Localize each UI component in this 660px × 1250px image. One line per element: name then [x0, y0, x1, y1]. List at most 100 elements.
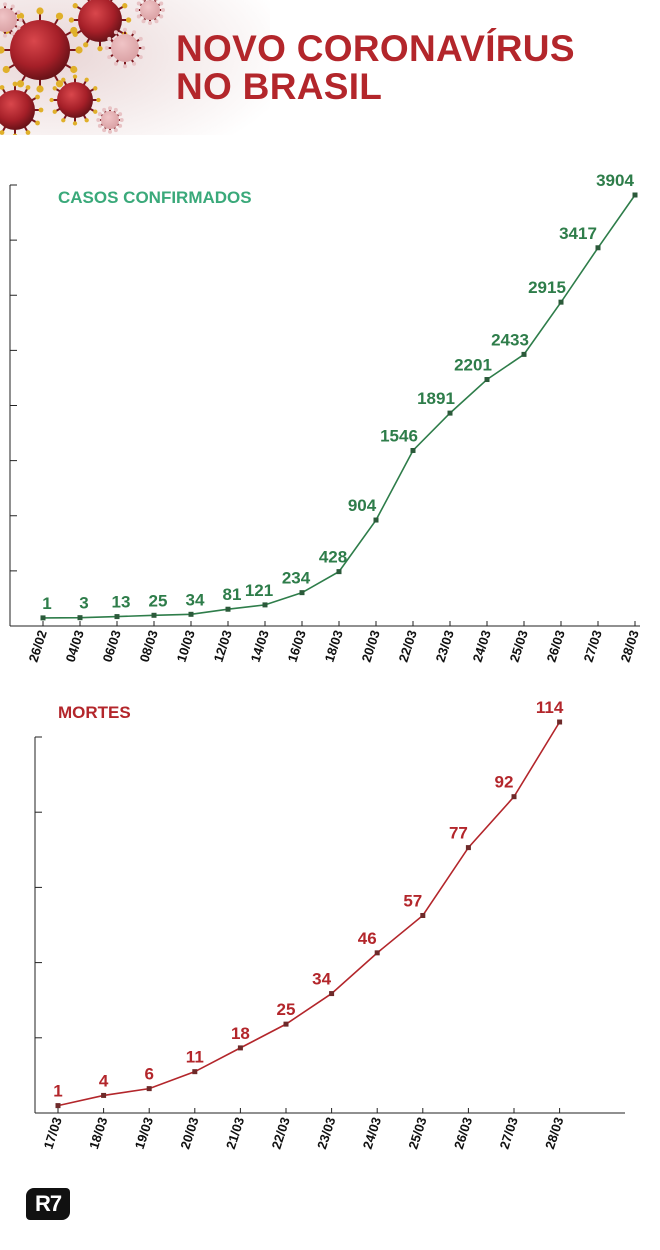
x-tick-label: 24/03 — [470, 628, 494, 664]
x-tick-label: 18/03 — [322, 628, 346, 664]
confirmed-cases-chart-svg: CASOS CONFIRMADOS 1 26/02 3 04/03 13 06/03 25 08… — [9, 171, 642, 664]
x-tick-label: 26/03 — [451, 1115, 475, 1151]
data-label: 428 — [319, 548, 347, 567]
x-tick-label: 21/03 — [223, 1115, 247, 1151]
x-tick-label: 22/03 — [269, 1115, 293, 1151]
data-point — [465, 845, 471, 851]
data-point — [283, 1021, 289, 1027]
r7-logo: R7 — [26, 1188, 70, 1220]
data-label: 1546 — [380, 426, 418, 445]
deaths-chart-svg: MORTES 1 17/03 4 18/03 6 19/03 11 20/03 18 21/03 25… — [34, 698, 625, 1151]
data-label: 81 — [223, 585, 242, 604]
data-label: 2433 — [491, 330, 529, 349]
data-point — [558, 299, 564, 305]
data-point — [410, 447, 416, 453]
data-point — [632, 192, 638, 198]
data-point — [237, 1045, 243, 1051]
chart-title: MORTES — [58, 703, 131, 722]
chart-title: CASOS CONFIRMADOS — [58, 188, 252, 207]
data-label: 3417 — [559, 224, 597, 243]
x-tick-label: 25/03 — [405, 1115, 429, 1151]
virus-particle — [0, 81, 44, 135]
data-label: 6 — [144, 1065, 153, 1084]
data-point — [188, 611, 194, 617]
x-tick-label: 27/03 — [497, 1115, 521, 1151]
data-label: 18 — [231, 1024, 250, 1043]
data-label: 34 — [312, 970, 331, 989]
data-label: 2201 — [454, 356, 492, 375]
x-tick-label: 20/03 — [177, 1115, 201, 1151]
x-tick-label: 23/03 — [433, 628, 457, 664]
virus-particle — [0, 2, 23, 38]
data-point — [40, 615, 46, 621]
data-point — [146, 1086, 152, 1092]
data-label: 3904 — [596, 171, 634, 190]
virus-particle — [96, 106, 124, 134]
title-line-1: NOVO CORONAVÍRUS — [176, 28, 575, 69]
virus-particle — [104, 27, 146, 69]
x-tick-label: 16/03 — [285, 628, 309, 664]
x-tick-label: 04/03 — [63, 628, 87, 664]
data-point — [299, 590, 305, 596]
data-label: 34 — [186, 590, 205, 609]
x-tick-label: 12/03 — [211, 628, 235, 664]
x-tick-label: 28/03 — [618, 628, 642, 664]
data-label: 46 — [358, 929, 377, 948]
virus-particle — [49, 74, 101, 126]
page-title: NOVO CORONAVÍRUS NO BRASIL — [176, 30, 575, 106]
x-tick-label: 20/03 — [359, 628, 383, 664]
data-label: 1891 — [417, 389, 455, 408]
data-label: 1 — [53, 1082, 62, 1101]
x-tick-label: 17/03 — [41, 1115, 65, 1151]
data-label: 1 — [42, 594, 51, 613]
title-line-2: NO BRASIL — [176, 66, 383, 107]
data-point — [336, 569, 342, 575]
series-line — [57, 721, 561, 1107]
data-point — [521, 351, 527, 357]
x-tick-label: 26/03 — [544, 628, 568, 664]
x-tick-label: 18/03 — [86, 1115, 110, 1151]
x-tick-label: 14/03 — [248, 628, 272, 664]
x-tick-label: 19/03 — [132, 1115, 156, 1151]
data-label: 3 — [79, 594, 88, 613]
data-label: 234 — [282, 569, 311, 588]
data-point — [101, 1092, 107, 1098]
data-label: 25 — [277, 1000, 296, 1019]
x-tick-label: 23/03 — [314, 1115, 338, 1151]
data-point — [77, 615, 83, 621]
data-point — [114, 614, 120, 620]
data-point — [447, 410, 453, 416]
confirmed-cases-chart: CASOS CONFIRMADOS 1 26/02 3 04/03 13 06/03 25 08… — [0, 160, 660, 690]
x-tick-label: 22/03 — [396, 628, 420, 664]
data-label: 4 — [99, 1071, 109, 1090]
data-label: 13 — [112, 593, 131, 612]
data-label: 114 — [536, 698, 564, 717]
x-tick-label: 28/03 — [542, 1115, 566, 1151]
x-tick-label: 06/03 — [100, 628, 124, 664]
x-tick-label: 26/02 — [26, 628, 50, 664]
data-point — [420, 913, 426, 918]
data-point — [595, 245, 601, 251]
data-label: 2915 — [528, 278, 566, 297]
data-label: 25 — [149, 591, 168, 610]
data-point — [484, 377, 490, 383]
x-tick-label: 10/03 — [174, 628, 198, 664]
x-tick-label: 27/03 — [581, 628, 605, 664]
data-point — [225, 606, 231, 612]
data-point — [262, 602, 268, 608]
data-point — [192, 1069, 198, 1075]
data-label: 92 — [495, 773, 514, 792]
x-tick-label: 08/03 — [137, 628, 161, 664]
data-label: 57 — [403, 892, 422, 911]
data-point — [55, 1103, 61, 1109]
virus-particle — [135, 0, 165, 25]
data-label: 904 — [348, 496, 377, 515]
deaths-chart: MORTES 1 17/03 4 18/03 6 19/03 11 20/03 18 21/03 25… — [0, 690, 660, 1180]
data-point — [511, 794, 517, 800]
data-label: 77 — [449, 824, 468, 843]
coronavirus-illustration — [0, 0, 270, 135]
data-label: 121 — [245, 581, 273, 600]
x-tick-label: 24/03 — [360, 1115, 384, 1151]
data-point — [374, 950, 380, 956]
data-point — [329, 991, 335, 997]
